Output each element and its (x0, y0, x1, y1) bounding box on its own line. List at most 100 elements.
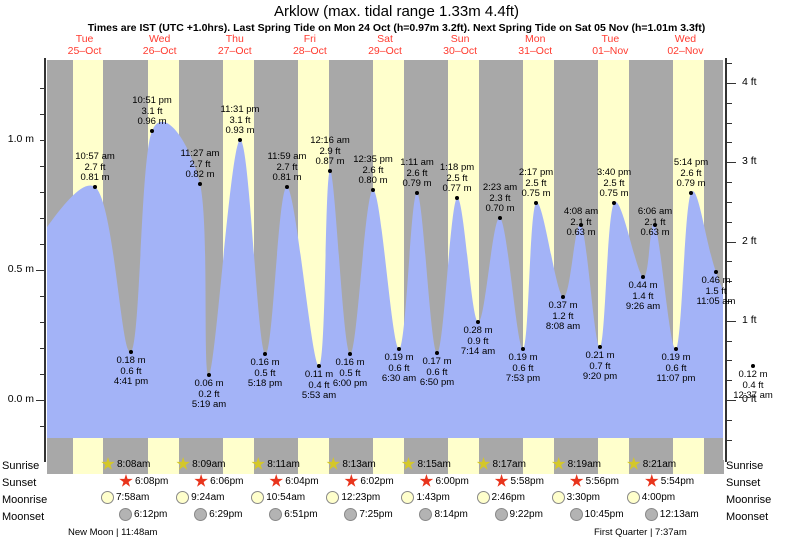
moonset-event: 7:25pm (344, 508, 393, 521)
sunrise-star-icon (326, 457, 341, 470)
moonset-time: 9:22pm (509, 509, 543, 520)
low-tide-annotation: 0.18 m 0.6 ft 4:41 pm (114, 355, 148, 388)
day-header-date: 29–Oct (368, 45, 402, 57)
row-label-sunrise-left: Sunrise (2, 460, 40, 472)
strip-daylight-band (372, 460, 405, 474)
day-header-date: 30–Oct (443, 45, 478, 57)
moonset-time: 12:13am (659, 509, 699, 520)
high-tide-annotation: 2:17 pm 2.5 ft 0.75 m (519, 167, 553, 200)
left-axis-label: 1.0 m (7, 133, 34, 145)
moonset-time: 8:14pm (434, 509, 468, 520)
left-axis-label: 0.5 m (7, 263, 34, 275)
high-tide-marker (579, 223, 583, 227)
high-tide-time: 2:23 am (482, 182, 518, 193)
left-axis-tick (40, 140, 45, 141)
high-tide-feet: 2.6 ft (362, 164, 384, 176)
low-tide-meters: 9:26 am (625, 301, 661, 312)
strip-night-band (647, 460, 674, 474)
high-tide-time: 10:51 pm (132, 95, 172, 106)
low-tide-feet: 1.4 ft (632, 290, 654, 302)
high-tide-meters: 0.80 m (358, 175, 388, 186)
day-header-dow: Thu (225, 33, 244, 45)
low-tide-marker (714, 270, 718, 274)
high-tide-annotation: 4:08 am 2.1 ft 0.63 m (563, 206, 599, 239)
high-tide-marker (328, 169, 332, 173)
moonrise-time: 10:54am (266, 492, 306, 503)
low-tide-feet: 0.6 ft (512, 362, 534, 374)
low-tide-marker (348, 352, 352, 356)
high-tide-marker (498, 216, 502, 220)
sunset-time: 5:54pm (660, 475, 695, 487)
low-tide-annotation: 0.16 m 0.5 ft 5:18 pm (248, 357, 282, 390)
high-tide-marker (415, 191, 419, 195)
high-tide-meters: 0.82 m (185, 169, 215, 180)
sunrise-event: 8:13am (326, 457, 376, 471)
low-tide-time: 0.12 m (738, 369, 768, 380)
day-header-dow: Mon (524, 33, 546, 45)
moonset-event: 9:22pm (494, 508, 543, 521)
low-tide-feet: 0.6 ft (665, 362, 687, 374)
high-tide-time: 10:57 am (75, 151, 115, 162)
low-tide-time: 0.16 m (250, 357, 280, 368)
moonrise-event: 4:00pm (626, 491, 675, 504)
strip-night-band (197, 460, 224, 474)
left-axis-tick (36, 400, 45, 401)
left-axis-tick (40, 348, 45, 349)
row-label-sunset-right: Sunset (726, 477, 761, 489)
low-tide-time: 0.21 m (585, 350, 615, 361)
high-tide-meters: 0.96 m (137, 116, 167, 127)
left-axis-tick (40, 426, 45, 427)
high-tide-time: 6:06 am (637, 206, 673, 217)
moonrise-event: 2:46pm (476, 491, 525, 504)
high-tide-feet: 2.5 ft (446, 172, 468, 184)
sunset-star-icon (569, 474, 584, 487)
low-tide-meters: 5:19 am (191, 399, 227, 410)
low-tide-marker (397, 347, 401, 351)
moonrise-event: 7:58am (101, 491, 149, 504)
low-tide-annotation: 0.16 m 0.5 ft 6:00 pm (333, 357, 367, 390)
moonrise-event: 10:54am (251, 491, 305, 504)
moonset-circle-icon (344, 508, 358, 521)
low-tide-time: 0.44 m (628, 280, 658, 291)
strip-night-band (47, 460, 74, 474)
low-tide-meters: 6:50 pm (419, 377, 455, 388)
high-tide-annotation: 11:31 pm 3.1 ft 0.93 m (221, 104, 260, 137)
right-axis-label: 1 ft (742, 313, 757, 326)
sunset-time: 6:02pm (360, 475, 394, 487)
moonset-circle-icon (419, 508, 433, 521)
right-axis-tick (727, 83, 736, 84)
moonset-event: 8:14pm (419, 508, 468, 521)
page-title: Arklow (max. tidal range 1.33m 4.4ft) (273, 3, 520, 20)
high-tide-annotation: 11:27 am 2.7 ft 0.82 m (181, 148, 220, 181)
moon-phase-new-moon: New Moon | 11:48am (68, 527, 158, 538)
moonset-event: 6:29pm (194, 508, 242, 521)
high-tide-meters: 0.63 m (566, 227, 596, 238)
moonrise-circle-icon (626, 491, 640, 504)
high-tide-meters: 0.63 m (640, 227, 670, 238)
sunset-time: 5:56pm (585, 475, 620, 487)
sunrise-event: 8:11am (251, 457, 300, 471)
high-tide-time: 1:18 pm (439, 162, 475, 173)
sunset-time: 5:58pm (510, 475, 544, 487)
right-axis-tick (727, 301, 732, 302)
strip-night-band (704, 460, 724, 474)
high-tide-annotation: 10:51 pm 3.1 ft 0.96 m (132, 95, 172, 128)
sunrise-event: 8:09am (176, 457, 225, 471)
right-axis-tick (727, 261, 732, 262)
high-tide-time: 4:08 am (563, 206, 599, 217)
low-tide-meters: 9:20 pm (582, 371, 618, 382)
high-tide-time: 1:11 am (400, 157, 434, 168)
strip-night-band (122, 460, 149, 474)
low-tide-feet: 0.6 ft (120, 365, 142, 377)
sunset-star-icon (419, 474, 434, 487)
moonset-time: 7:25pm (359, 509, 393, 520)
right-axis-spine (725, 58, 727, 462)
high-tide-feet: 2.7 ft (84, 161, 106, 173)
high-tide-feet: 2.5 ft (525, 177, 547, 189)
moonrise-circle-icon (176, 491, 190, 504)
low-tide-marker (263, 352, 267, 356)
moonrise-event: 9:24am (176, 491, 224, 504)
day-header-5: Sat 29–Oct (347, 33, 422, 57)
right-axis-tick (727, 420, 732, 421)
day-header-date: 02–Nov (667, 45, 704, 57)
